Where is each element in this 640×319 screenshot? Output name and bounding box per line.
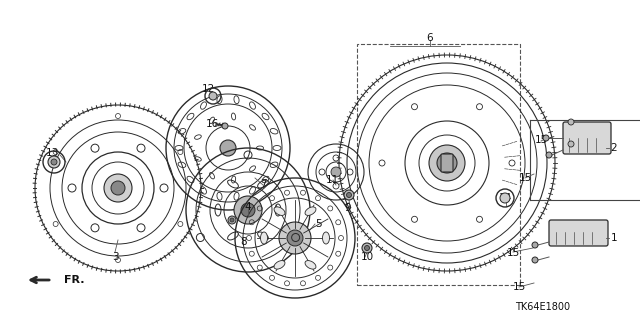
Circle shape — [532, 242, 538, 248]
Ellipse shape — [305, 207, 316, 215]
Circle shape — [442, 158, 452, 168]
Circle shape — [543, 135, 549, 141]
Circle shape — [228, 216, 236, 224]
Text: 5: 5 — [315, 219, 321, 229]
Text: 3: 3 — [112, 252, 118, 262]
Text: 15: 15 — [513, 282, 525, 292]
Text: 2: 2 — [611, 143, 618, 153]
Circle shape — [279, 222, 311, 254]
Circle shape — [331, 167, 341, 177]
Circle shape — [234, 196, 262, 224]
Circle shape — [429, 145, 465, 181]
Text: 6: 6 — [427, 33, 433, 43]
Circle shape — [532, 257, 538, 263]
Ellipse shape — [260, 232, 268, 244]
Circle shape — [230, 218, 234, 222]
Circle shape — [222, 123, 228, 129]
FancyBboxPatch shape — [563, 122, 611, 154]
FancyBboxPatch shape — [441, 154, 453, 172]
Circle shape — [346, 192, 351, 197]
Circle shape — [568, 119, 574, 125]
Text: 12: 12 — [202, 84, 214, 94]
Text: FR.: FR. — [64, 275, 84, 285]
Circle shape — [362, 243, 372, 253]
Circle shape — [344, 190, 354, 200]
Text: 7: 7 — [260, 179, 266, 189]
Circle shape — [48, 156, 60, 168]
Ellipse shape — [274, 207, 285, 215]
Circle shape — [241, 203, 255, 217]
Text: TK64E1800: TK64E1800 — [515, 302, 571, 312]
FancyBboxPatch shape — [549, 220, 608, 246]
Ellipse shape — [323, 232, 330, 244]
Circle shape — [104, 174, 132, 202]
Bar — [357, 44, 520, 285]
Ellipse shape — [305, 261, 316, 269]
Text: 8: 8 — [241, 237, 247, 247]
Text: 15: 15 — [534, 135, 548, 145]
Ellipse shape — [274, 261, 285, 269]
Circle shape — [287, 230, 303, 246]
Circle shape — [365, 246, 369, 250]
Text: 13: 13 — [45, 148, 59, 158]
Circle shape — [209, 92, 217, 100]
Text: 4: 4 — [244, 202, 252, 212]
Circle shape — [220, 140, 236, 156]
Text: 14: 14 — [499, 193, 511, 203]
Text: 10: 10 — [360, 252, 374, 262]
Circle shape — [568, 141, 574, 147]
Text: 9: 9 — [345, 203, 351, 213]
Text: 15: 15 — [506, 248, 520, 258]
Text: 16: 16 — [205, 119, 219, 129]
Circle shape — [437, 153, 457, 173]
Circle shape — [500, 193, 510, 203]
Circle shape — [111, 181, 125, 195]
Text: 15: 15 — [518, 173, 532, 183]
Text: 11: 11 — [325, 175, 339, 185]
Circle shape — [546, 152, 552, 158]
Circle shape — [51, 159, 57, 165]
Text: 1: 1 — [611, 233, 618, 243]
